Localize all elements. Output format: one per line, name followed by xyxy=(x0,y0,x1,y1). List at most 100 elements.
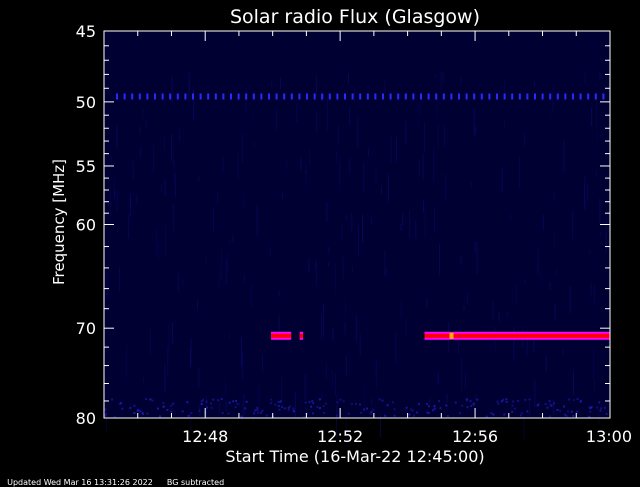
noise-streak xyxy=(501,167,503,192)
interference-dot xyxy=(138,93,141,100)
noise-streak xyxy=(171,322,173,344)
noise-streak xyxy=(168,323,170,354)
noise-streak xyxy=(533,81,535,87)
noise-streak xyxy=(554,232,556,248)
x-tick-label: 12:56 xyxy=(452,427,498,446)
noise-streak xyxy=(140,148,141,157)
noise-streak xyxy=(336,406,337,438)
noise-streak xyxy=(412,204,414,211)
noise-streak xyxy=(271,80,273,87)
noise-streak xyxy=(429,396,431,404)
noise-streak xyxy=(308,257,310,273)
noise-streak xyxy=(534,379,536,408)
noise-dot xyxy=(190,412,193,414)
noise-dot xyxy=(210,402,212,405)
noise-dot xyxy=(272,414,275,417)
noise-streak xyxy=(591,107,592,126)
noise-streak xyxy=(371,217,373,225)
noise-streak xyxy=(415,220,417,239)
interference-dot xyxy=(344,93,346,100)
noise-streak xyxy=(158,243,160,260)
interference-dot xyxy=(283,93,286,100)
noise-streak xyxy=(336,393,338,417)
noise-streak xyxy=(221,247,222,282)
noise-streak xyxy=(445,173,447,202)
noise-dot xyxy=(200,400,203,403)
noise-streak xyxy=(222,156,224,172)
noise-dot xyxy=(514,407,517,410)
noise-dot xyxy=(244,407,247,410)
noise-dot xyxy=(139,410,142,413)
noise-dot xyxy=(556,408,559,411)
noise-streak xyxy=(545,356,547,373)
noise-dot xyxy=(170,410,173,413)
noise-streak xyxy=(161,184,162,192)
noise-dot xyxy=(257,411,260,414)
noise-dot xyxy=(274,403,277,406)
noise-dot xyxy=(287,406,290,409)
noise-dot xyxy=(228,401,231,404)
noise-dot xyxy=(133,412,136,414)
noise-streak xyxy=(188,72,190,102)
noise-streak xyxy=(178,272,180,293)
interference-dot xyxy=(366,93,369,100)
noise-dot xyxy=(366,407,368,410)
updated-timestamp: Updated Wed Mar 16 13:31:26 2022 xyxy=(7,478,153,487)
noise-streak xyxy=(316,262,318,287)
noise-dot xyxy=(550,404,553,407)
noise-dot xyxy=(598,401,601,404)
noise-dot xyxy=(347,412,350,415)
noise-streak xyxy=(237,153,239,180)
noise-streak xyxy=(537,246,539,275)
y-tick-label: 50 xyxy=(76,93,96,112)
noise-streak xyxy=(355,314,357,343)
noise-streak xyxy=(316,110,318,133)
y-tick-label: 45 xyxy=(76,22,96,41)
noise-streak xyxy=(252,113,254,122)
noise-streak xyxy=(190,338,192,365)
noise-streak xyxy=(554,304,556,319)
noise-dot xyxy=(446,415,449,417)
noise-dot xyxy=(312,402,315,405)
noise-streak xyxy=(226,252,228,274)
noise-streak xyxy=(474,126,476,135)
noise-streak xyxy=(384,249,386,277)
interference-dot xyxy=(298,93,301,100)
interference-dot xyxy=(435,93,438,100)
noise-dot xyxy=(360,411,363,414)
noise-dot xyxy=(476,398,479,401)
interference-dot xyxy=(602,93,605,100)
noise-streak xyxy=(492,301,494,321)
noise-streak xyxy=(165,225,167,258)
noise-dot xyxy=(548,400,551,403)
noise-streak xyxy=(305,165,307,187)
noise-streak xyxy=(152,144,154,173)
noise-streak xyxy=(321,314,322,342)
noise-streak xyxy=(362,214,363,243)
interference-dot xyxy=(161,93,164,100)
noise-dot xyxy=(232,400,235,403)
noise-streak xyxy=(198,176,200,182)
noise-dot xyxy=(549,415,552,418)
noise-dot xyxy=(159,415,161,418)
noise-dot xyxy=(572,414,575,417)
interference-dot xyxy=(328,93,331,100)
noise-streak xyxy=(600,231,602,236)
y-tick-label: 60 xyxy=(76,216,96,235)
x-tick-label: 12:48 xyxy=(182,427,228,446)
interference-dot xyxy=(260,93,263,100)
noise-streak xyxy=(253,417,254,422)
interference-dot xyxy=(184,93,187,100)
noise-dot xyxy=(427,405,430,408)
noise-streak xyxy=(240,337,242,367)
noise-dot xyxy=(113,415,116,418)
noise-dot xyxy=(432,409,435,412)
noise-streak xyxy=(182,278,184,286)
noise-streak xyxy=(529,402,531,419)
noise-streak xyxy=(405,316,407,339)
noise-streak xyxy=(315,75,317,97)
noise-streak xyxy=(504,118,505,128)
noise-streak xyxy=(474,241,476,253)
interference-dot xyxy=(549,93,552,100)
